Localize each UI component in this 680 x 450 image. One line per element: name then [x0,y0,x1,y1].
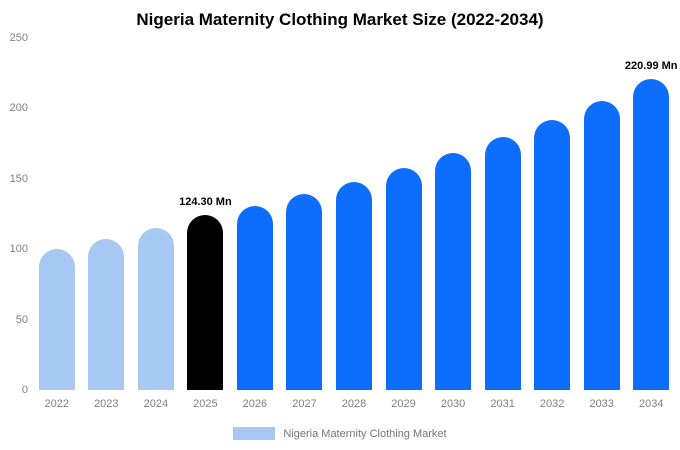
x-axis-tick-label: 2027 [292,398,317,410]
chart-title: Nigeria Maternity Clothing Market Size (… [136,10,544,29]
y-axis-tick-label: 0 [21,384,28,396]
x-axis-tick-label: 2023 [94,398,119,410]
bar-value-label: 124.30 Mn [179,196,232,208]
x-axis-tick-label: 2025 [193,398,218,410]
x-axis-tick-label: 2031 [490,398,515,410]
y-axis-tick-label: 200 [9,102,28,115]
legend-label: Nigeria Maternity Clothing Market [283,427,447,440]
plot-area: 124.30 Mn 220.99 Mn [32,38,678,390]
bar-2032[interactable] [534,119,571,390]
x-axis-tick-label: 2026 [242,398,268,410]
bar-2027[interactable] [286,194,323,390]
bar-2024[interactable] [137,228,174,390]
bar-2029[interactable] [385,167,422,390]
y-axis: 0 50 100 150 200 250 [4,32,30,396]
bar-2030[interactable] [435,153,472,390]
y-axis-tick-label: 100 [9,243,28,256]
bar-value-label: 220.99 Mn [624,59,678,72]
bar-2033[interactable] [583,101,620,390]
x-axis-tick-label: 2024 [143,398,169,410]
bar-2025[interactable] [187,215,224,390]
x-axis-tick-label: 2022 [44,398,70,410]
x-axis-tick-label: 2030 [440,398,466,410]
x-axis-tick-label: 2032 [539,398,565,410]
legend[interactable]: Nigeria Maternity Clothing Market [0,427,680,440]
x-axis-tick-label: 2029 [391,398,416,410]
bar-2034[interactable] [633,78,670,390]
bar-2023[interactable] [88,239,125,390]
x-axis-tick-label: 2033 [589,398,614,410]
legend-swatch-icon [233,427,276,440]
x-axis-tick-label: 2034 [638,398,664,410]
x-axis: 2022 2023 2024 2025 2026 2027 2028 2029 2030 2031… [32,398,676,414]
y-axis-tick-label: 150 [9,172,28,185]
y-axis-tick-label: 250 [9,32,28,44]
bar-2031[interactable] [484,136,521,390]
x-axis-tick-label: 2028 [341,398,367,410]
bar-2028[interactable] [336,181,372,390]
y-axis-tick-label: 50 [15,313,28,326]
bar-2026[interactable] [236,205,273,390]
bar-2022[interactable] [38,249,75,390]
